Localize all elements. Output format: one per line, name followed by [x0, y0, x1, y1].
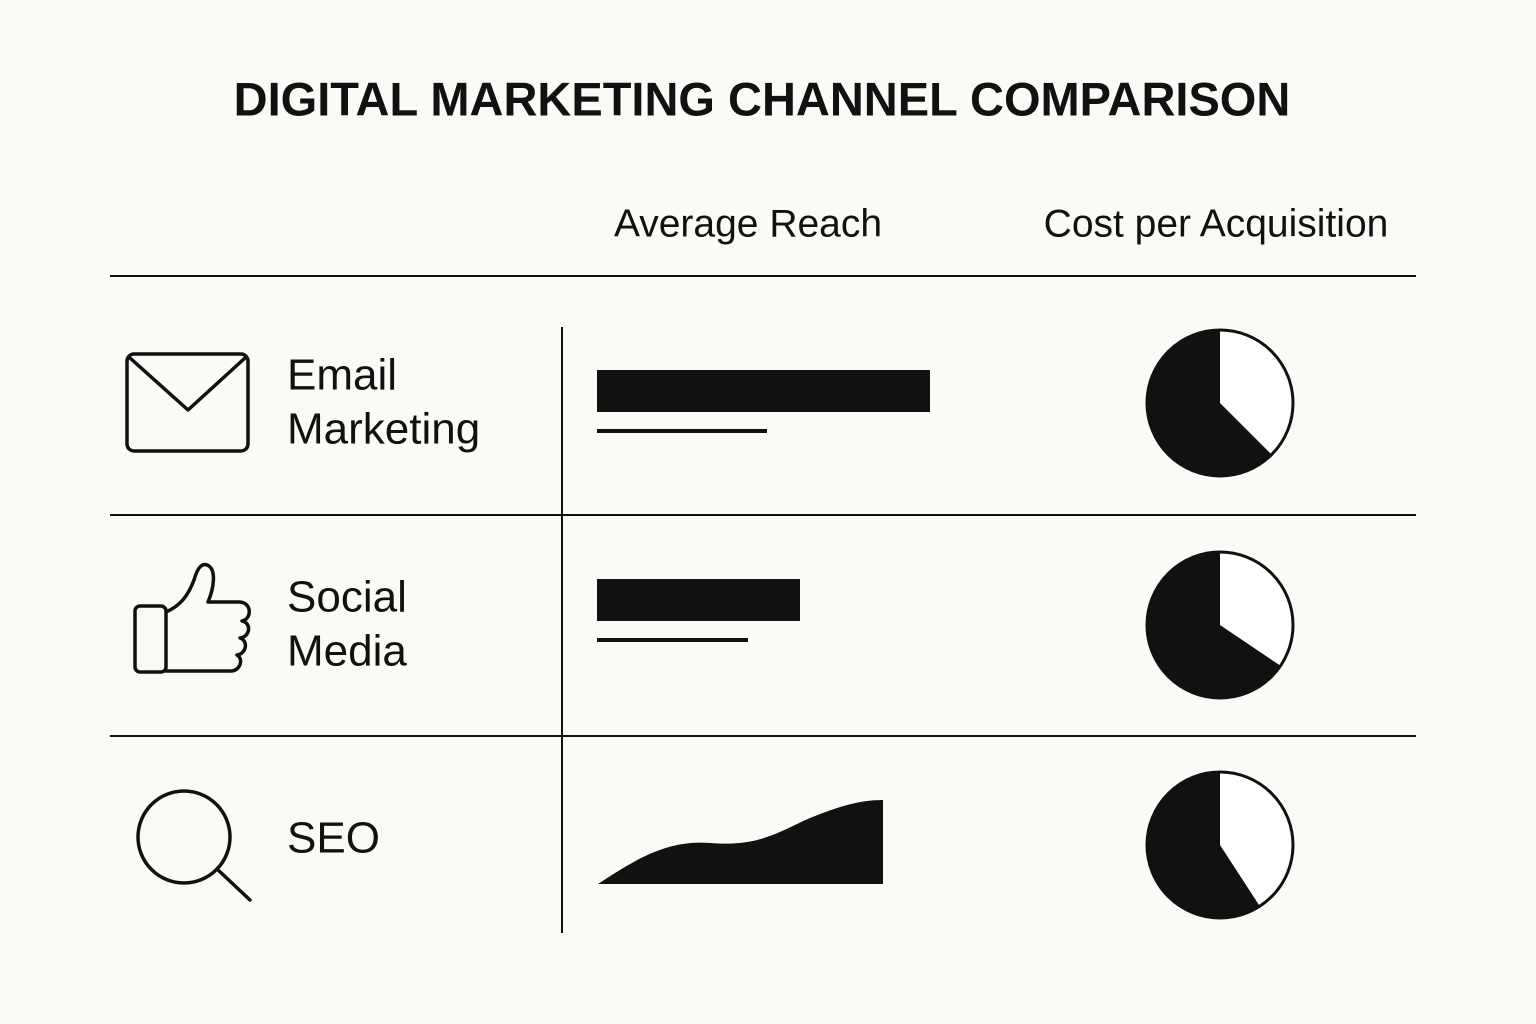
search-icon — [136, 789, 252, 902]
cost-pie — [1145, 550, 1295, 700]
column-header: Average Reach — [614, 202, 882, 245]
row-label: Social — [287, 573, 407, 622]
email-icon — [125, 352, 250, 453]
thumbs-up-icon — [133, 562, 251, 674]
row-label: SEO — [287, 814, 380, 863]
cost-pie — [1145, 328, 1295, 478]
title: DIGITAL MARKETING CHANNEL COMPARISON — [234, 72, 1291, 125]
reach-bar — [597, 579, 800, 621]
row-label: Email — [287, 351, 397, 400]
reach-area — [598, 800, 883, 884]
row-label: Media — [287, 627, 407, 676]
column-header: Cost per Acquisition — [1044, 202, 1389, 245]
reach-bar — [597, 370, 930, 412]
row-label: Marketing — [287, 405, 480, 454]
cost-pie — [1145, 770, 1295, 920]
